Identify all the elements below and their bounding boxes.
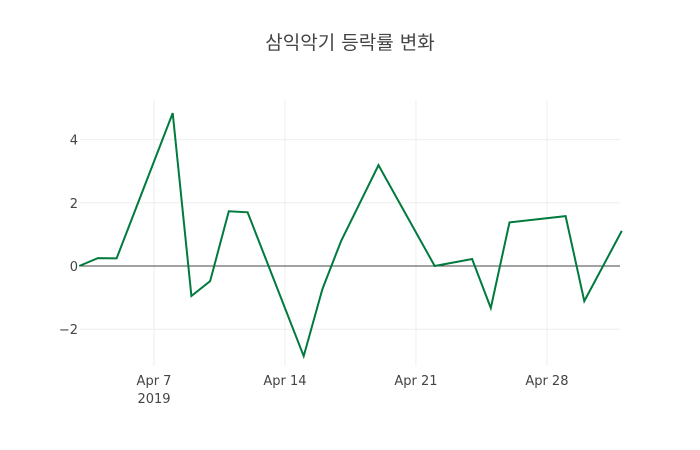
y-tick-label: −2: [59, 323, 78, 338]
x-tick-label: Apr 21: [394, 374, 437, 389]
chart-title: 삼익악기 등락률 변화: [265, 32, 435, 54]
x-axis-ticks: Apr 7 2019 Apr 14 Apr 21 Apr 28: [137, 374, 569, 407]
y-tick-label: 0: [70, 260, 78, 275]
y-axis-ticks: −2 0 2 4: [59, 134, 78, 339]
gridlines: [80, 100, 620, 366]
x-tick-label: Apr 7: [137, 374, 172, 389]
y-tick-label: 4: [70, 134, 78, 149]
y-tick-label: 2: [70, 197, 78, 212]
x-tick-year: 2019: [137, 392, 170, 407]
series-line: [78, 112, 623, 360]
x-tick-label: Apr 14: [263, 374, 306, 389]
x-tick-label: Apr 28: [525, 374, 568, 389]
